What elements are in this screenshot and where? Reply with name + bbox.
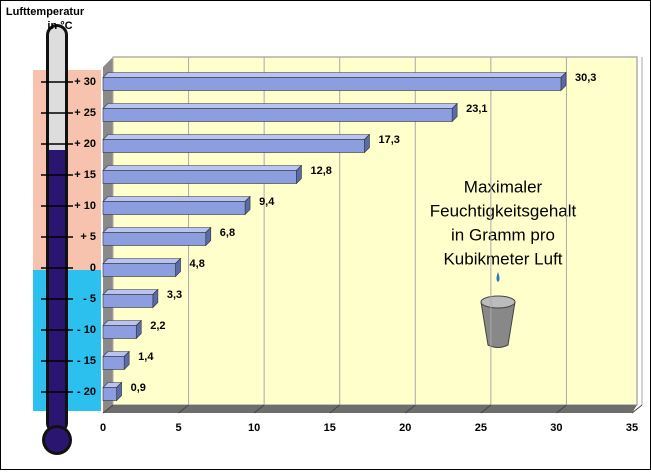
value-label: 9,4 [259,196,275,208]
bar [102,232,207,246]
bar [102,387,117,401]
value-label: 30,3 [575,72,596,84]
bar-top [102,227,212,233]
tick-mark [253,404,265,414]
bar [102,263,176,277]
y-tick-label: - 20 [77,386,96,398]
y-tick-label: - 5 [83,293,96,305]
annotation-line: in Gramm pro [451,225,555,244]
x-tick-label: 30 [550,422,562,434]
annotation-line: Kubikmeter Luft [443,249,562,268]
x-tick-label: 10 [248,422,260,434]
y-tick-label: + 30 [74,76,96,88]
bar [102,108,453,122]
y-tick-label: 0 [90,262,96,274]
bar-top [102,289,159,295]
axis-title: Lufttemperatur [6,6,85,18]
floor [103,405,637,413]
tick-mark [102,404,114,414]
tick-mark [178,404,189,414]
x-tick-label: 0 [100,422,106,434]
bar [102,77,562,91]
value-label: 6,8 [220,227,235,239]
y-tick-label: + 25 [74,107,96,119]
thermometer [41,24,73,455]
tick-mark [631,404,643,414]
annotation-line: Maximaler [464,177,543,196]
x-tick-label: 5 [176,422,182,434]
annotation-line: Feuchtigkeitsgehalt [430,201,577,220]
x-tick-label: 35 [626,422,638,434]
bucket-icon [480,272,516,348]
bar-top [102,103,458,109]
thermo-bulb [45,428,69,452]
bar-top [102,165,303,171]
y-tick-label: + 20 [74,138,96,150]
annotation: Maximaler Feuchtigkeitsgehalt in Gramm p… [430,177,577,268]
value-label: 17,3 [378,134,399,146]
x-tick-label: 15 [324,422,336,434]
bar-top [102,72,567,78]
bucket [480,301,516,348]
y-tick-label: + 5 [80,231,96,243]
y-tick-label: - 10 [77,324,96,336]
value-label: 23,1 [466,103,487,115]
bar [102,356,125,370]
value-label: 0,9 [131,382,146,394]
x-tick-label: 25 [475,422,487,434]
value-label: 1,4 [138,351,154,363]
bar-top [102,134,371,140]
axis-title: in °C [47,20,72,32]
value-label: 2,2 [150,320,165,332]
x-tick-label: 20 [399,422,411,434]
bar [102,139,365,153]
value-label: 12,8 [310,165,331,177]
bar [102,201,246,215]
tick-mark [556,404,567,414]
value-label: 3,3 [167,289,182,301]
bar [102,294,154,308]
y-tick-label: - 15 [77,355,96,367]
bucket-rim [480,295,516,309]
bar [102,325,137,339]
bar-top [102,258,182,264]
bar [102,170,297,184]
bar-top [102,320,142,326]
thermo-mercury [49,150,65,432]
y-tick-label: + 15 [74,169,96,181]
value-label: 4,8 [190,258,205,270]
y-tick-label: + 10 [74,200,96,212]
drop [496,272,500,282]
tick-mark [404,404,416,414]
tick-mark [329,404,341,414]
bar-top [102,196,251,202]
tick-mark [480,404,492,414]
